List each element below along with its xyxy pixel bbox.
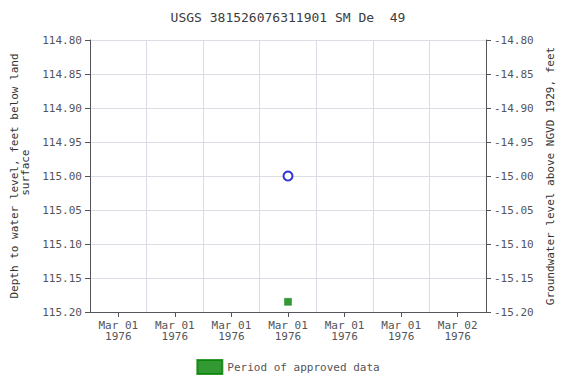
svg-text:-15.00: -15.00 [494,170,534,183]
svg-text:Period of approved data: Period of approved data [227,361,379,374]
svg-text:1976: 1976 [218,330,245,343]
svg-text:Groundwater level above NGVD 1: Groundwater level above NGVD 1929, feet [544,47,557,305]
svg-text:1976: 1976 [275,330,302,343]
svg-text:-15.10: -15.10 [494,238,534,251]
svg-text:1976: 1976 [331,330,358,343]
svg-text:-14.80: -14.80 [494,34,534,47]
svg-text:114.80: 114.80 [42,34,82,47]
svg-text:114.95: 114.95 [42,136,82,149]
svg-text:1976: 1976 [105,330,132,343]
svg-text:-15.05: -15.05 [494,204,534,217]
svg-text:Mar 01: Mar 01 [211,319,252,332]
svg-text:Mar 02: Mar 02 [437,319,478,332]
svg-text:Mar 01: Mar 01 [381,319,421,332]
svg-text:115.00: 115.00 [42,170,82,183]
svg-text:114.85: 114.85 [42,68,82,81]
svg-text:surface: surface [19,150,32,203]
svg-text:-14.95: -14.95 [494,136,534,149]
svg-text:-14.85: -14.85 [494,68,534,81]
svg-text:114.90: 114.90 [42,102,82,115]
svg-text:Mar 01: Mar 01 [268,319,308,332]
svg-text:Mar 01: Mar 01 [155,319,195,332]
svg-text:Mar 01: Mar 01 [324,319,365,332]
svg-text:Depth to water level, feet bel: Depth to water level, feet below land [8,53,22,299]
svg-text:USGS 381526076311901 SM De 49: USGS 381526076311901 SM De 49 [171,10,406,25]
svg-text:Mar 01: Mar 01 [98,319,139,332]
svg-text:-14.90: -14.90 [494,102,534,115]
svg-text:-15.15: -15.15 [494,272,534,285]
svg-text:115.05: 115.05 [42,204,82,217]
svg-text:115.15: 115.15 [42,272,82,285]
svg-text:1976: 1976 [444,330,471,343]
svg-text:-15.20: -15.20 [494,306,534,319]
svg-text:1976: 1976 [162,330,189,343]
svg-text:115.10: 115.10 [42,238,82,251]
svg-text:1976: 1976 [388,330,415,343]
svg-text:115.20: 115.20 [42,306,82,319]
